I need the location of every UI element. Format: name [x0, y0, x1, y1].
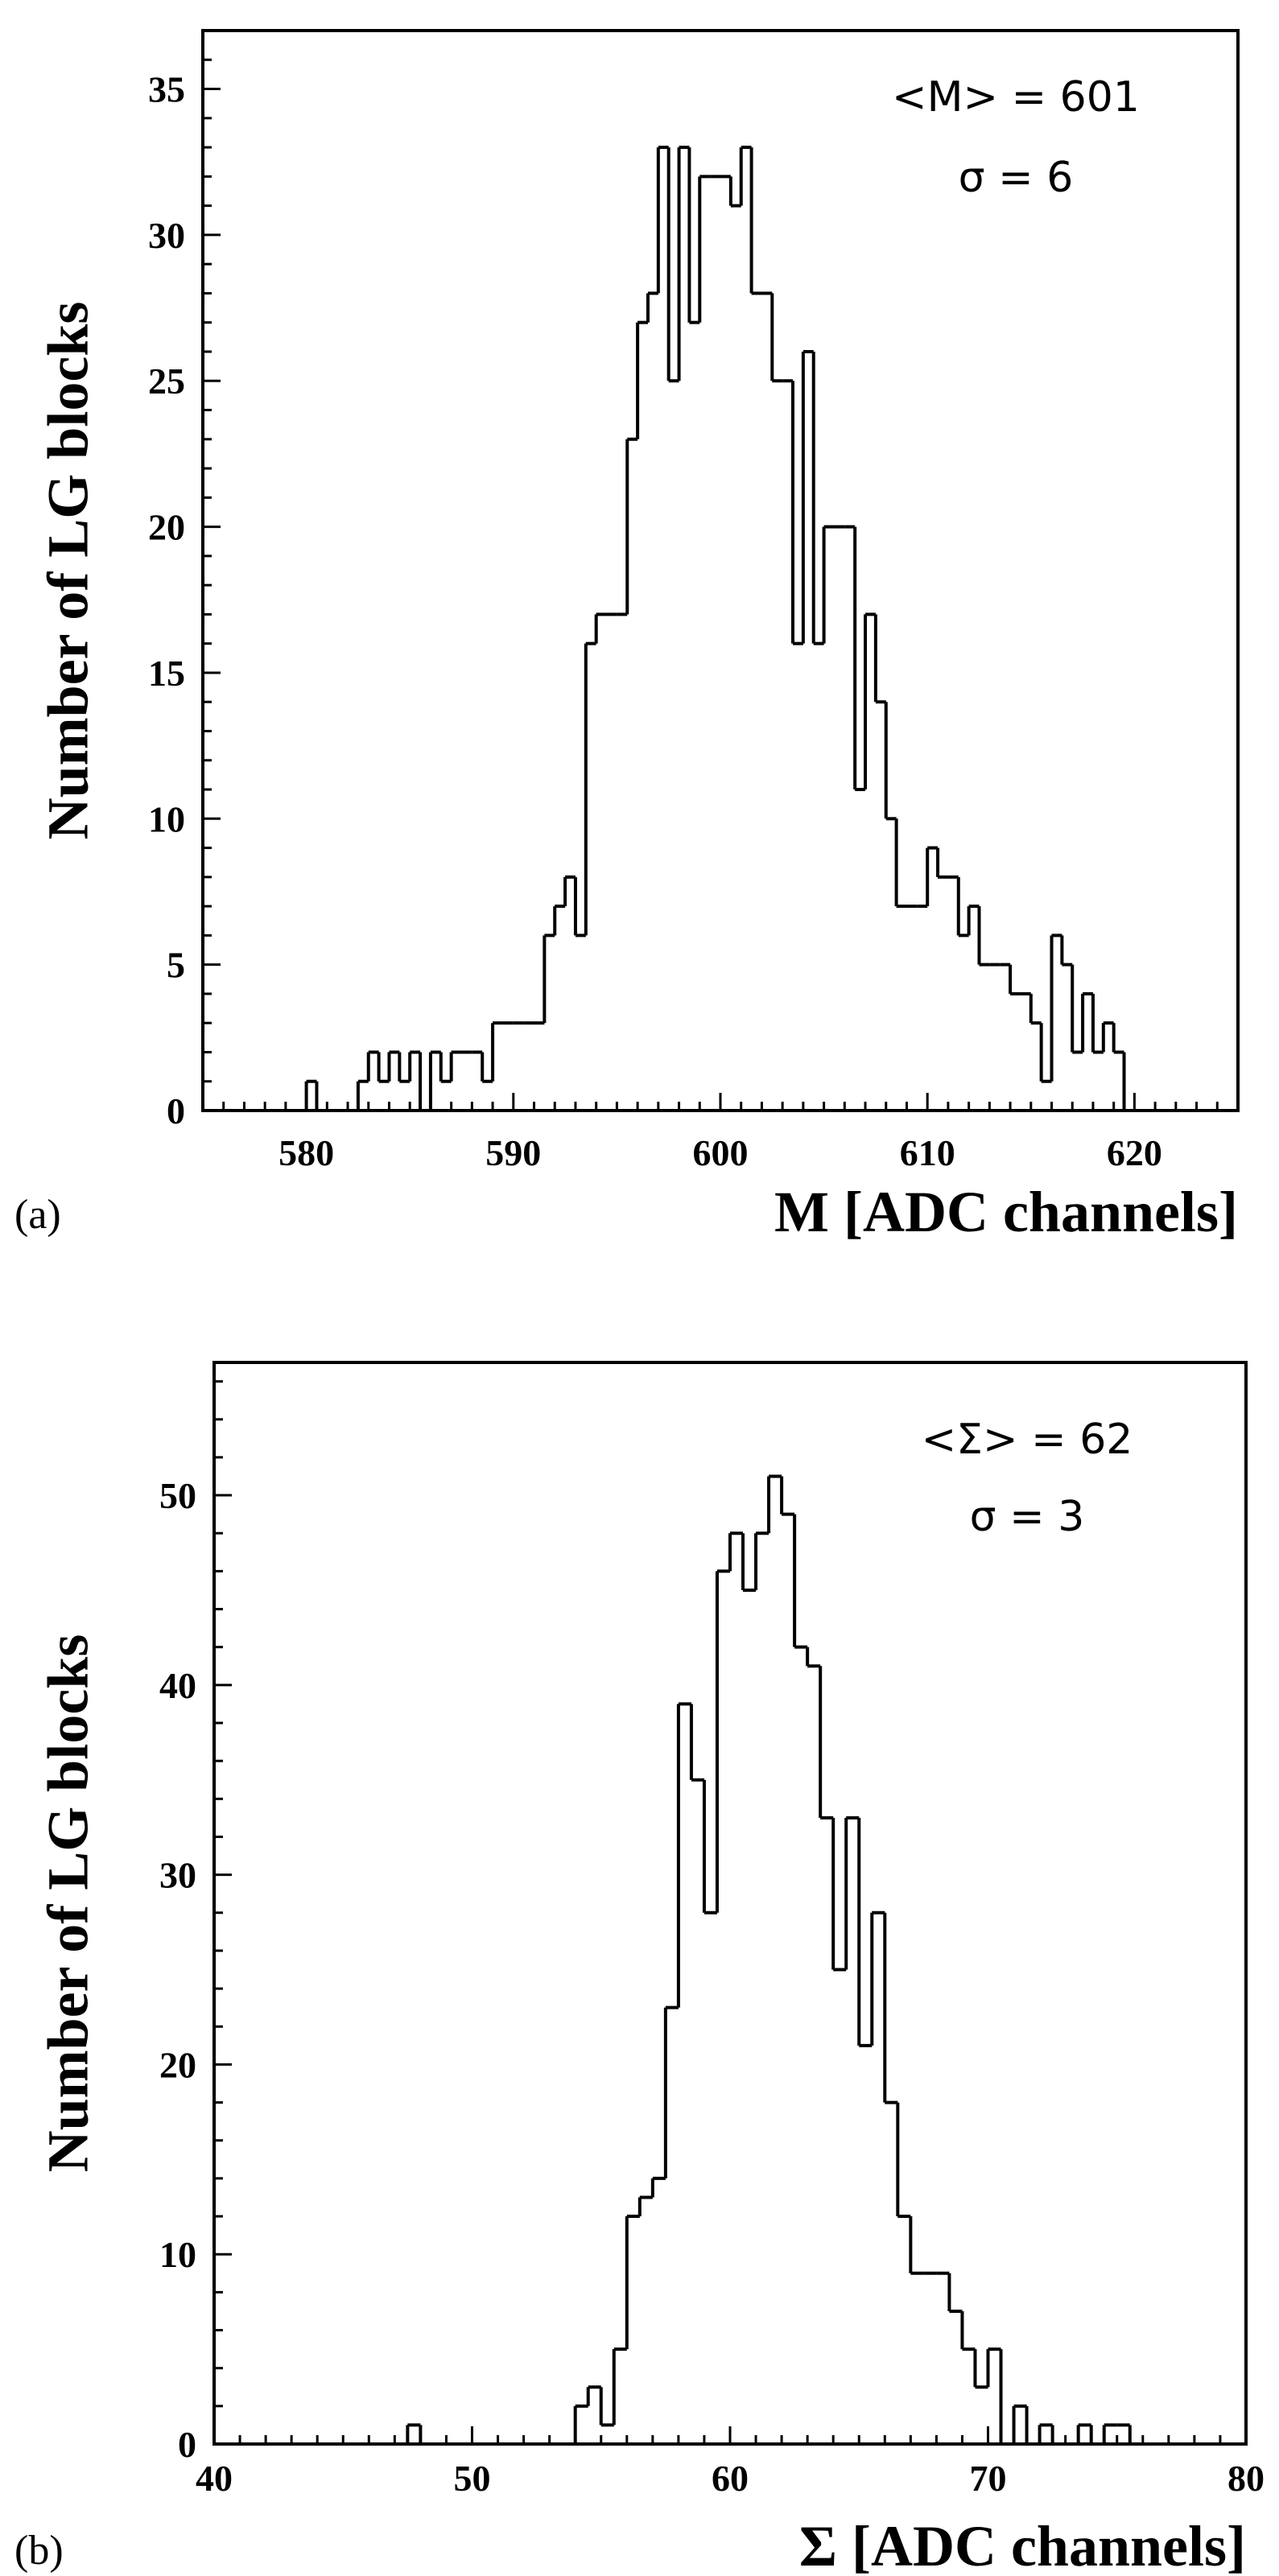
- x-tick-label: 590: [485, 1132, 541, 1173]
- x-tick-label: 70: [970, 2458, 1007, 2499]
- y-tick-label: 0: [167, 1090, 185, 1131]
- x-axis-title: Σ [ADC channels]: [799, 2514, 1246, 2576]
- x-tick-label: 80: [1227, 2458, 1265, 2499]
- x-tick-label: 600: [693, 1132, 749, 1173]
- y-tick-label: 30: [148, 215, 185, 256]
- y-tick-label: 0: [178, 2424, 196, 2465]
- y-tick-label: 30: [159, 1855, 196, 1896]
- y-tick-label: 25: [148, 361, 185, 402]
- plot-frame: [201, 29, 1240, 1112]
- y-tick-label: 15: [148, 653, 185, 694]
- y-axis-title: Number of LG blocks: [36, 302, 101, 840]
- y-tick-label: 50: [159, 1475, 196, 1516]
- y-tick-label: 35: [148, 69, 185, 110]
- y-tick-label: 10: [159, 2234, 196, 2275]
- chart-panel-a: [201, 29, 1240, 1112]
- x-tick-label: 50: [454, 2458, 491, 2499]
- y-tick-label: 20: [148, 507, 185, 548]
- x-tick-label: 620: [1107, 1132, 1162, 1173]
- x-axis-title: M [ADC channels]: [774, 1180, 1238, 1244]
- y-tick-label: 10: [148, 798, 185, 839]
- x-tick-label: 610: [900, 1132, 955, 1173]
- x-tick-label: 580: [278, 1132, 334, 1173]
- sigma-annotation: σ = 6: [959, 154, 1074, 202]
- y-tick-label: 20: [159, 2044, 196, 2085]
- mean-annotation: <Σ> = 62: [922, 1416, 1133, 1464]
- chart-panel-b: [212, 1361, 1248, 2446]
- plot-frame: [212, 1361, 1248, 2446]
- x-tick-label: 60: [712, 2458, 749, 2499]
- x-tick-label: 40: [196, 2458, 233, 2499]
- mean-annotation: <M> = 601: [892, 73, 1140, 122]
- y-tick-label: 5: [167, 945, 185, 986]
- y-tick-label: 40: [159, 1665, 196, 1706]
- panel-label: (b): [14, 2528, 64, 2574]
- y-axis-title: Number of LG blocks: [36, 1634, 101, 2173]
- sigma-annotation: σ = 3: [970, 1493, 1085, 1541]
- panel-label: (a): [14, 1192, 61, 1238]
